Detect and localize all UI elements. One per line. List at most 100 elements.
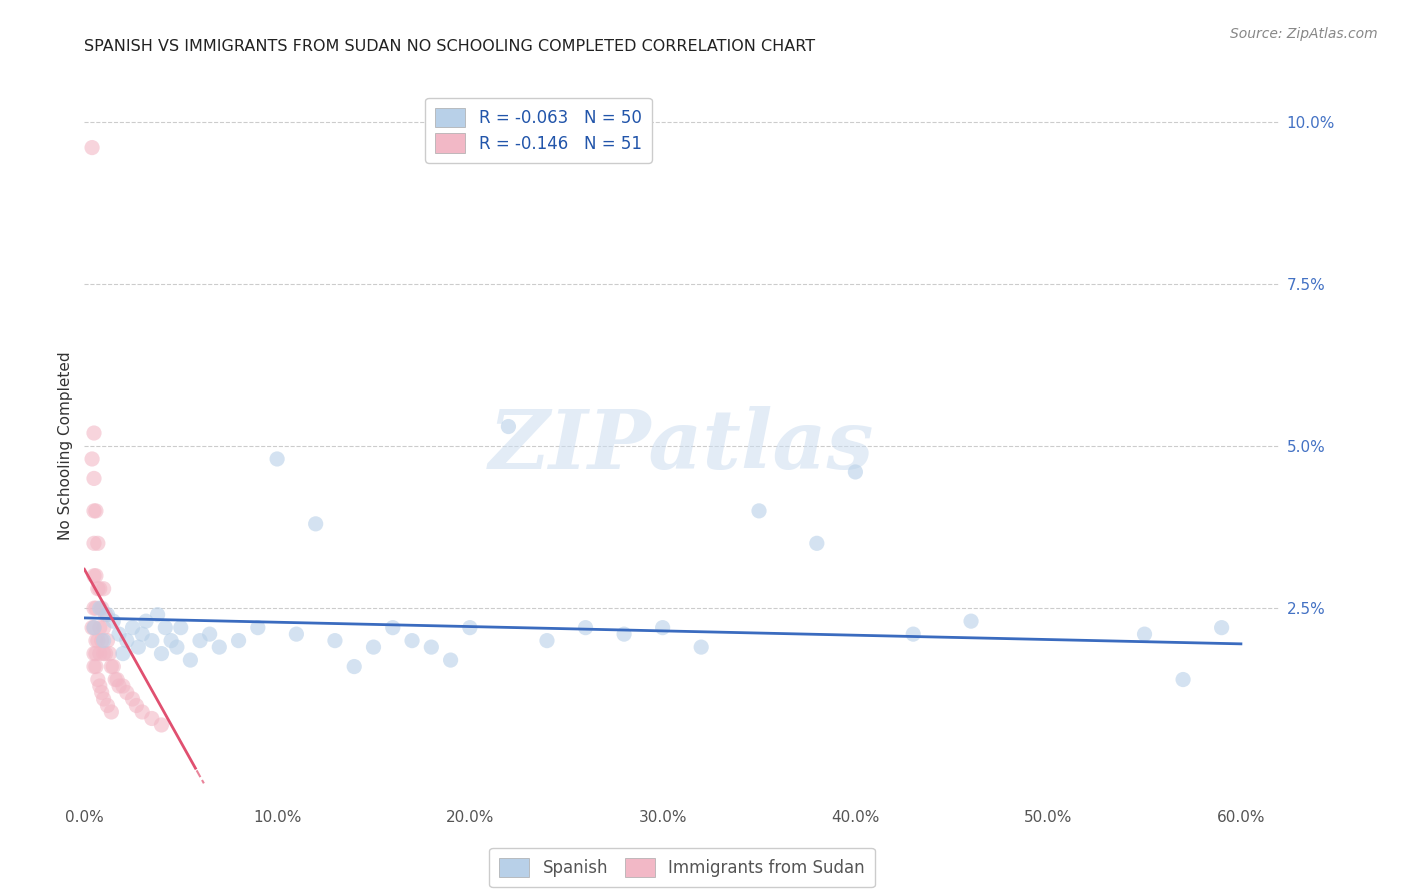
Point [574, 621, 596, 635]
Point [141, 633, 163, 648]
Point [111, 647, 134, 661]
Point [135, 614, 157, 628]
Point [458, 621, 481, 635]
Point [93, 633, 115, 648]
Point [98, 647, 121, 661]
Point [208, 640, 231, 654]
Point [690, 640, 713, 654]
Point [121, 692, 143, 706]
Point [108, 627, 131, 641]
Point [160, 633, 183, 648]
Point [1171, 673, 1194, 687]
Point [83, 601, 105, 615]
Point [83, 568, 105, 582]
Point [363, 640, 385, 654]
Point [93, 582, 115, 596]
Point [127, 640, 149, 654]
Point [108, 679, 131, 693]
Point [111, 679, 134, 693]
Point [83, 621, 105, 635]
Point [84, 568, 107, 582]
Point [960, 614, 983, 628]
Point [246, 621, 269, 635]
Point [83, 425, 105, 440]
Point [1133, 627, 1156, 641]
Point [166, 640, 188, 654]
Point [188, 633, 211, 648]
Point [83, 647, 105, 661]
Point [170, 621, 193, 635]
Point [536, 633, 558, 648]
Point [89, 582, 111, 596]
Point [80, 452, 103, 467]
Point [131, 705, 153, 719]
Point [401, 633, 423, 648]
Legend: Spanish, Immigrants from Sudan: Spanish, Immigrants from Sudan [489, 848, 875, 888]
Point [285, 627, 308, 641]
Point [96, 607, 118, 622]
Point [125, 698, 148, 713]
Point [83, 621, 105, 635]
Text: ZIPatlas: ZIPatlas [489, 406, 875, 486]
Point [87, 536, 110, 550]
Point [498, 419, 520, 434]
Point [115, 633, 138, 648]
Point [420, 640, 443, 654]
Y-axis label: No Schooling Completed: No Schooling Completed [58, 351, 73, 541]
Point [198, 627, 221, 641]
Point [121, 621, 143, 635]
Point [150, 718, 173, 732]
Point [844, 465, 866, 479]
Point [381, 621, 404, 635]
Point [84, 647, 107, 661]
Point [100, 659, 122, 673]
Point [146, 607, 169, 622]
Point [94, 607, 117, 622]
Point [103, 659, 125, 673]
Point [87, 633, 110, 648]
Point [323, 633, 346, 648]
Point [105, 673, 128, 687]
Point [228, 633, 250, 648]
Point [83, 536, 105, 550]
Point [90, 685, 112, 699]
Point [115, 685, 138, 699]
Point [131, 627, 153, 641]
Point [83, 504, 105, 518]
Point [103, 614, 125, 628]
Point [87, 582, 110, 596]
Point [150, 647, 173, 661]
Point [89, 601, 111, 615]
Point [1211, 621, 1233, 635]
Point [90, 633, 112, 648]
Point [87, 673, 110, 687]
Point [93, 692, 115, 706]
Point [93, 647, 115, 661]
Point [613, 627, 636, 641]
Point [90, 601, 112, 615]
Point [89, 621, 111, 635]
Point [305, 516, 328, 531]
Point [84, 659, 107, 673]
Point [84, 633, 107, 648]
Point [89, 647, 111, 661]
Point [343, 659, 366, 673]
Point [100, 705, 122, 719]
Text: Source: ZipAtlas.com: Source: ZipAtlas.com [1230, 27, 1378, 41]
Point [104, 673, 127, 687]
Point [651, 621, 673, 635]
Point [80, 621, 103, 635]
Point [93, 621, 115, 635]
Point [439, 653, 461, 667]
Point [80, 140, 103, 154]
Point [179, 653, 201, 667]
Point [84, 601, 107, 615]
Text: SPANISH VS IMMIGRANTS FROM SUDAN NO SCHOOLING COMPLETED CORRELATION CHART: SPANISH VS IMMIGRANTS FROM SUDAN NO SCHO… [84, 38, 815, 54]
Point [748, 504, 770, 518]
Point [83, 471, 105, 485]
Point [96, 633, 118, 648]
Point [141, 711, 163, 725]
Point [266, 452, 288, 467]
Point [83, 659, 105, 673]
Point [155, 621, 177, 635]
